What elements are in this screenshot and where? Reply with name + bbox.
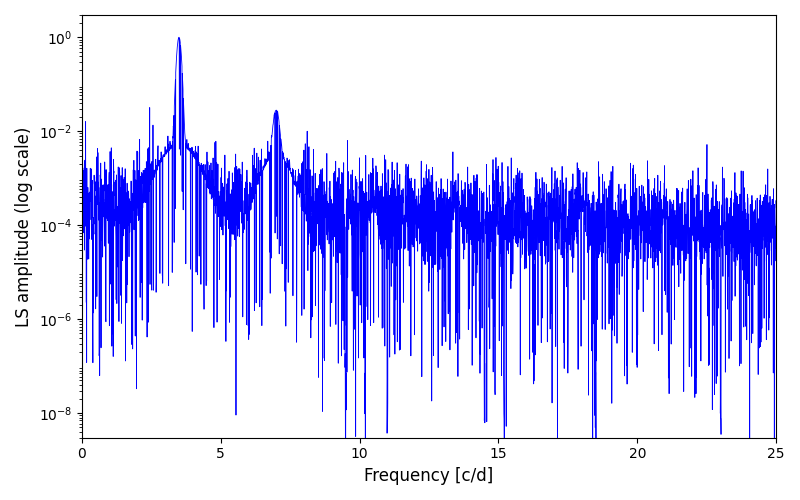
Y-axis label: LS amplitude (log scale): LS amplitude (log scale) [15,126,33,326]
X-axis label: Frequency [c/d]: Frequency [c/d] [364,467,494,485]
